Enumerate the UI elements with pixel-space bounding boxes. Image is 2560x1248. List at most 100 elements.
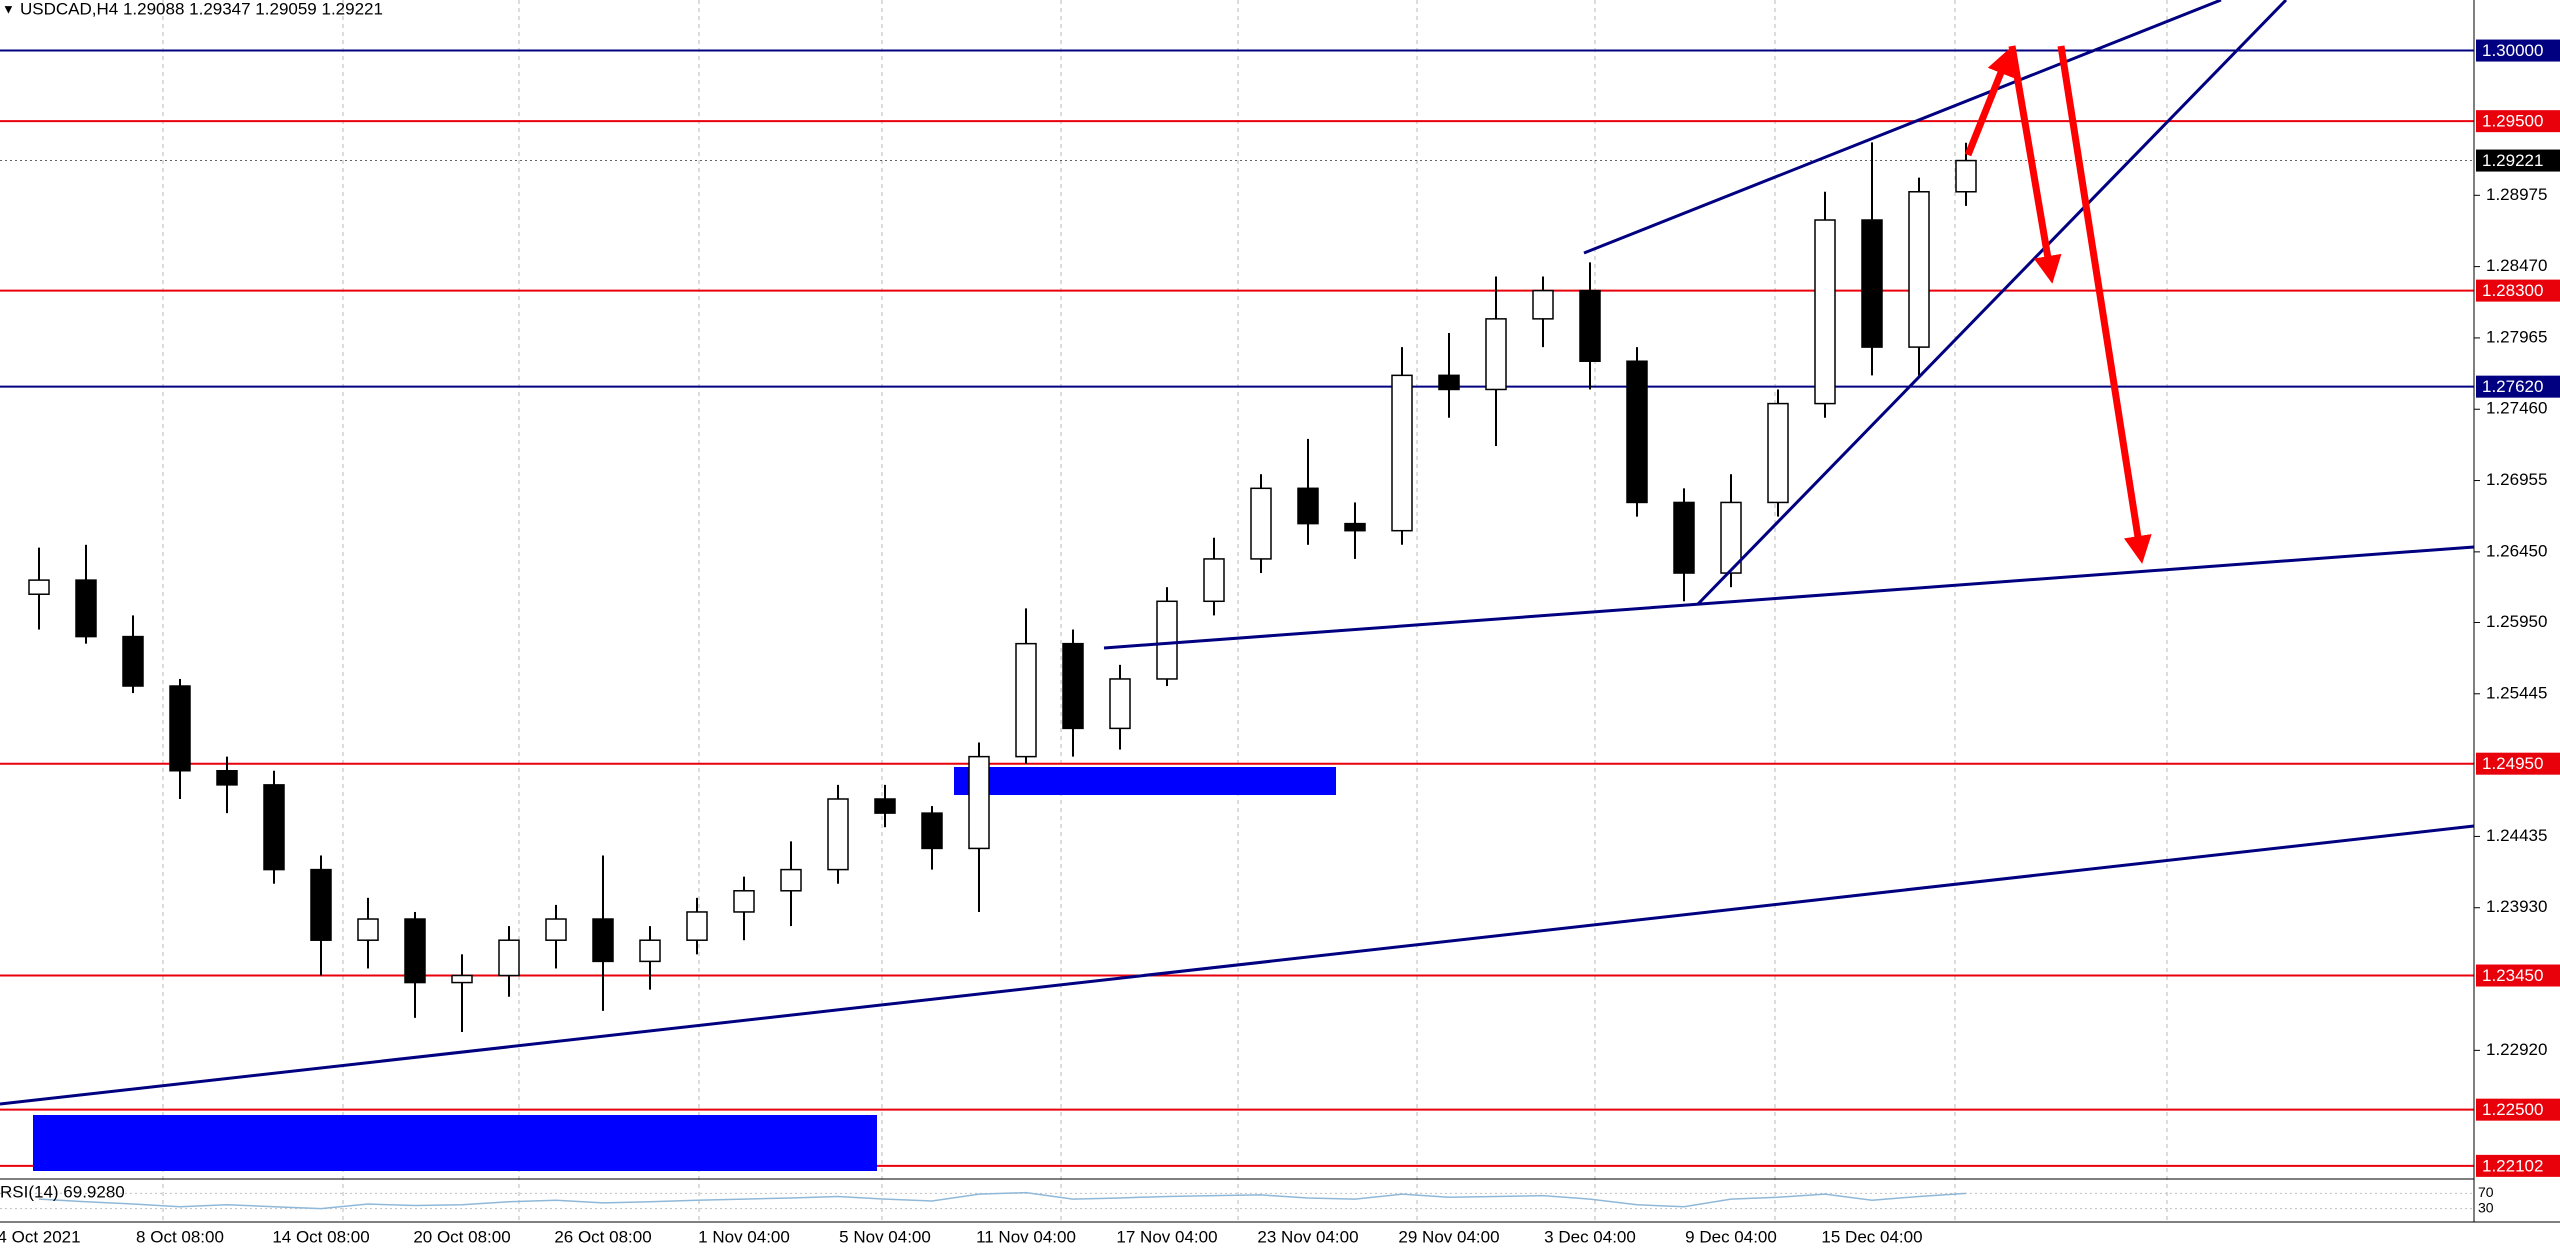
level-label: 1.22500: [2482, 1100, 2543, 1119]
x-tick-label: 15 Dec 04:00: [1821, 1227, 1922, 1246]
price-axis: [2474, 0, 2560, 1248]
candle-body: [1062, 642, 1084, 730]
arrow: [2008, 45, 2062, 284]
candle-body: [1908, 191, 1930, 348]
candle-body: [1250, 487, 1272, 560]
level-label: 1.30000: [2482, 41, 2543, 60]
candle-body: [263, 784, 285, 871]
x-tick-label: 1 Nov 04:00: [698, 1227, 790, 1246]
demand-zone: [954, 767, 1336, 795]
candle-body: [1015, 642, 1037, 758]
arrow: [1964, 47, 2014, 157]
x-tick-label: 14 Oct 08:00: [272, 1227, 369, 1246]
y-tick-label: 1.24435: [2486, 826, 2547, 845]
level-label: 1.28300: [2482, 281, 2543, 300]
level-tag: [2476, 1154, 2560, 1177]
y-tick-label: 1.25445: [2486, 683, 2547, 702]
arrow: [2057, 45, 2152, 564]
axis: 1.28975 1.28470 1.27965 1.27460 1.26955 1.264…: [0, 39, 2560, 1246]
candle-body: [874, 798, 896, 814]
y-tick-label: 1.28470: [2486, 256, 2547, 275]
candle-body: [498, 939, 520, 977]
candle-body: [404, 918, 426, 984]
candles: [28, 142, 1977, 1032]
candle-body: [592, 918, 614, 963]
candle-body: [686, 911, 708, 941]
candle-body: [827, 798, 849, 871]
candle-body: [1720, 501, 1742, 574]
level-tag: [2476, 149, 2560, 172]
y-tick-label: 1.23930: [2486, 897, 2547, 916]
x-tick-label: 20 Oct 08:00: [413, 1227, 510, 1246]
x-tick-label: 26 Oct 08:00: [554, 1227, 651, 1246]
trend-lines: [0, 0, 2475, 1106]
level-tag: [2476, 39, 2560, 62]
candle-body: [968, 755, 990, 850]
level-tag: [2476, 110, 2560, 133]
candle-body: [1861, 219, 1883, 348]
candle-body: [1485, 318, 1507, 391]
chart-title: USDCAD,H4 1.29088 1.29347 1.29059 1.2922…: [20, 0, 383, 18]
level-label: 1.29500: [2482, 112, 2543, 131]
grid: [162, 0, 2168, 1222]
candle-body: [357, 918, 379, 941]
trend-line: [1583, 0, 2222, 255]
level-tag: [2476, 752, 2560, 775]
candle-body: [1814, 219, 1836, 405]
level-label: 1.29221: [2482, 151, 2543, 170]
candle-body: [310, 868, 332, 941]
y-tick-label: 1.26955: [2486, 470, 2547, 489]
level-tag: [2476, 964, 2560, 987]
candle-body: [28, 579, 50, 595]
level-label: 1.22102: [2482, 1156, 2543, 1175]
level-label: 1.23450: [2482, 966, 2543, 985]
trend-line: [1696, 0, 2288, 606]
candle-body: [1579, 289, 1601, 362]
candle-body: [216, 769, 238, 786]
demand-zone: [33, 1115, 877, 1171]
level-tag: [2476, 375, 2560, 398]
candle-body: [1626, 360, 1648, 504]
candle-body: [1156, 600, 1178, 680]
candle-body: [1297, 487, 1319, 525]
x-tick-label: 8 Oct 08:00: [136, 1227, 224, 1246]
candle-body: [1109, 678, 1131, 730]
candle-body: [1203, 558, 1225, 603]
candle-body: [451, 974, 473, 984]
y-tick-label: 1.22920: [2486, 1040, 2547, 1059]
x-tick-label: 5 Nov 04:00: [839, 1227, 931, 1246]
x-tick-label: 9 Dec 04:00: [1685, 1227, 1777, 1246]
candle-body: [639, 939, 661, 963]
candle-body: [1673, 501, 1695, 574]
menu-arrow[interactable]: ▼: [2, 1, 15, 16]
candle-body: [169, 685, 191, 772]
rsi-label: RSI(14) 69.9280: [0, 1182, 125, 1201]
x-tick-label: 11 Nov 04:00: [976, 1227, 1076, 1246]
candle-body: [921, 812, 943, 850]
x-tick-label: 4 Oct 2021: [0, 1227, 81, 1246]
y-tick-label: 1.27460: [2486, 399, 2547, 418]
x-tick-label: 3 Dec 04:00: [1544, 1227, 1636, 1246]
trend-line: [1103, 545, 2475, 650]
level-tag: [2476, 1098, 2560, 1121]
candle-body: [545, 918, 567, 941]
y-tick-label: 1.27965: [2486, 327, 2547, 346]
rsi-tick-label: 70: [2478, 1184, 2494, 1200]
level-label: 1.27620: [2482, 377, 2543, 396]
rsi-line: [38, 1191, 1967, 1210]
x-tick-label: 23 Nov 04:00: [1257, 1227, 1358, 1246]
candle-body: [1767, 402, 1789, 504]
x-tick-label: 29 Nov 04:00: [1398, 1227, 1499, 1246]
x-tick-label: 17 Nov 04:00: [1116, 1227, 1217, 1246]
candle-body: [122, 635, 144, 687]
y-tick-label: 1.28975: [2486, 185, 2547, 204]
candle-body: [733, 890, 755, 913]
candle-body: [1344, 522, 1366, 532]
level-tag: [2476, 279, 2560, 302]
y-tick-label: 1.26450: [2486, 541, 2547, 560]
candle-body: [75, 579, 97, 638]
trend-line: [0, 824, 2475, 1106]
candle-body: [1438, 374, 1460, 391]
